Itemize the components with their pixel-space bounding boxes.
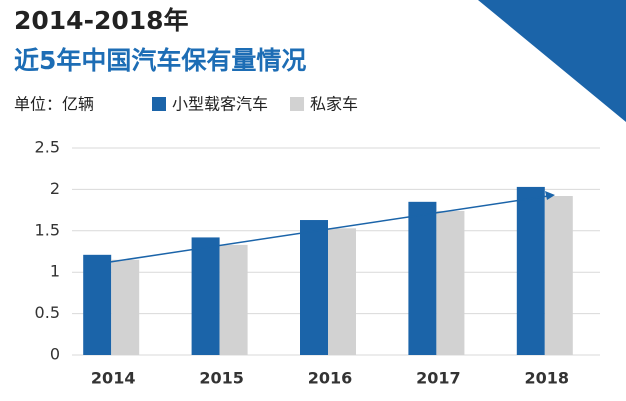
y-tick-label: 0 bbox=[50, 345, 60, 364]
y-tick-label: 2.5 bbox=[35, 138, 60, 157]
bars bbox=[83, 186, 573, 355]
bar bbox=[219, 244, 248, 355]
chart-subtitle: 近5年中国汽车保有量情况 bbox=[14, 46, 306, 75]
legend-label: 私家车 bbox=[310, 95, 358, 114]
x-tick-label: 2015 bbox=[199, 369, 244, 388]
x-tick-label: 2016 bbox=[308, 369, 353, 388]
labels: 0 0.5 1 1.5 2 2.5 2014 2015 2016 2017 2018 bbox=[35, 138, 570, 388]
x-tick-label: 2018 bbox=[525, 369, 570, 388]
bar bbox=[544, 196, 573, 355]
x-tick-label: 2017 bbox=[416, 369, 461, 388]
trend-line bbox=[109, 195, 549, 263]
legend-label: 小型载客汽车 bbox=[172, 95, 268, 114]
legend-swatch bbox=[290, 97, 305, 111]
legend: 小型载客汽车 私家车 bbox=[152, 95, 358, 114]
bar bbox=[300, 220, 328, 355]
unit-label: 单位：亿辆 bbox=[14, 95, 94, 114]
arrow-head bbox=[545, 191, 555, 200]
legend-swatch bbox=[152, 97, 166, 111]
bar bbox=[516, 186, 545, 355]
y-tick-label: 2 bbox=[50, 179, 60, 198]
y-tick-label: 1 bbox=[50, 262, 60, 281]
corner-decoration bbox=[478, 0, 626, 122]
bar bbox=[436, 210, 465, 355]
y-tick-label: 0.5 bbox=[35, 303, 60, 322]
y-tick-label: 1.5 bbox=[35, 220, 60, 239]
bar bbox=[83, 254, 112, 355]
bar bbox=[328, 228, 356, 355]
bar bbox=[191, 237, 220, 355]
chart-title: 2014-2018年 bbox=[14, 6, 189, 35]
bar bbox=[111, 259, 140, 355]
trend-arrow bbox=[109, 191, 555, 263]
x-tick-label: 2014 bbox=[91, 369, 136, 388]
bar bbox=[408, 201, 437, 355]
